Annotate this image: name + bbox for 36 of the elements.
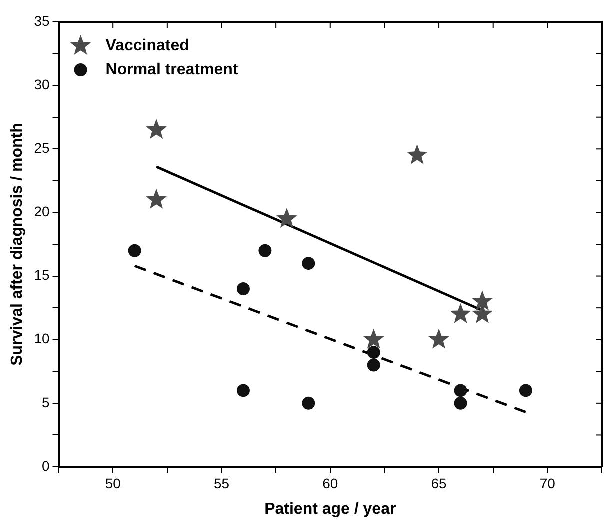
point xyxy=(367,358,380,372)
point xyxy=(367,346,380,360)
y-tick-label: 35 xyxy=(34,12,50,29)
point xyxy=(236,282,250,296)
legend-label: Vaccinated xyxy=(106,37,190,54)
y-tick-label: 20 xyxy=(34,204,50,220)
point xyxy=(454,396,468,410)
point xyxy=(302,257,316,270)
point xyxy=(450,303,472,324)
x-tick-label: 50 xyxy=(105,475,122,492)
point xyxy=(406,144,428,164)
point xyxy=(302,396,316,410)
x-tick-label: 70 xyxy=(540,475,556,492)
y-tick-label: 0 xyxy=(42,458,50,474)
legend-label: Normal treatment xyxy=(106,61,239,78)
point xyxy=(472,290,493,311)
y-tick-label: 30 xyxy=(34,76,50,92)
y-axis-title: Survival after diagnosis / month xyxy=(9,123,26,366)
point xyxy=(128,244,142,258)
y-tick-label: 25 xyxy=(34,140,50,156)
point xyxy=(454,384,468,398)
x-tick-label: 55 xyxy=(214,475,230,492)
x-axis-title: Patient age / year xyxy=(264,500,396,518)
point xyxy=(276,208,298,228)
y-tick-label: 5 xyxy=(42,394,50,410)
point xyxy=(258,244,272,258)
y-tick-label: 15 xyxy=(34,267,50,284)
point xyxy=(363,328,384,349)
point xyxy=(146,119,168,139)
point xyxy=(519,384,532,398)
point xyxy=(428,328,450,349)
point xyxy=(236,384,250,398)
x-tick-label: 60 xyxy=(322,475,338,492)
y-tick-label: 10 xyxy=(34,330,50,347)
x-tick-label: 65 xyxy=(431,475,448,492)
point xyxy=(146,189,168,209)
